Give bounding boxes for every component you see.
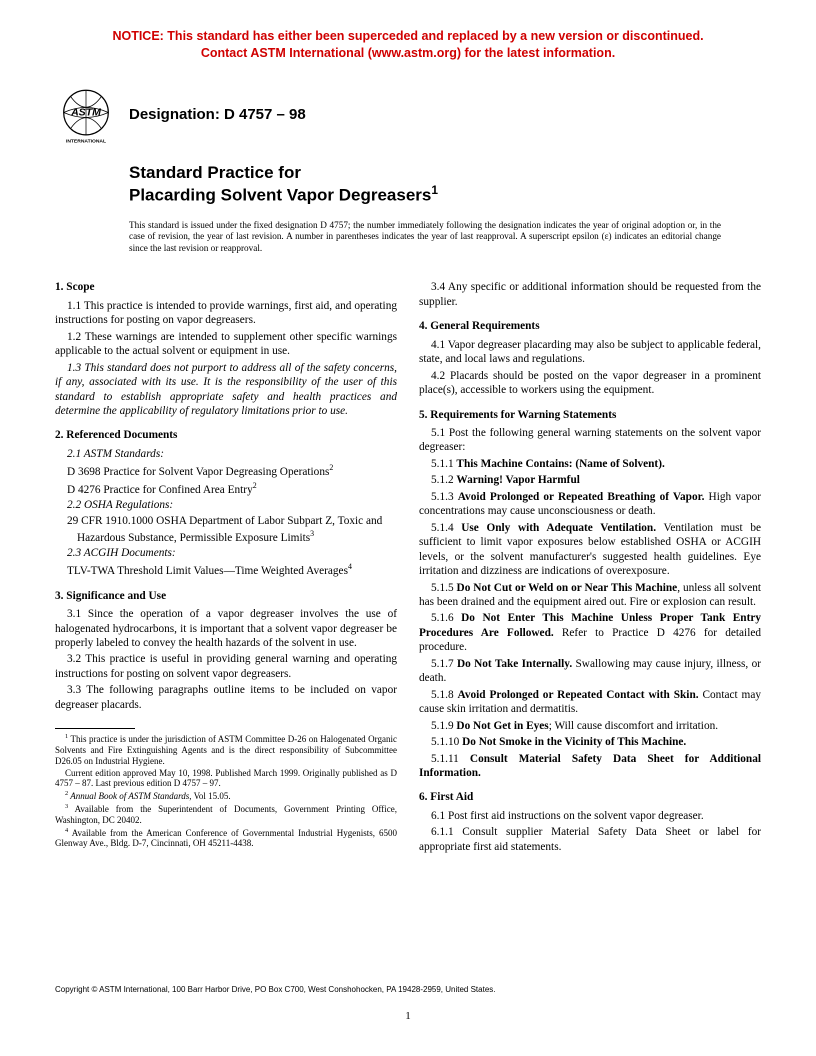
- designation: Designation: D 4757 – 98: [129, 106, 306, 123]
- p-5-1-3: 5.1.3 Avoid Prolonged or Repeated Breath…: [419, 490, 761, 519]
- p-4-2: 4.2 Placards should be posted on the vap…: [419, 369, 761, 398]
- footnote-rule: [55, 728, 135, 729]
- ref-cfr: 29 CFR 1910.1000 OSHA Department of Labo…: [77, 514, 397, 545]
- astm-logo: ASTM INTERNATIONAL: [55, 84, 117, 146]
- title-block: Standard Practice for Placarding Solvent…: [129, 162, 761, 206]
- page-number: 1: [0, 1010, 816, 1022]
- fn1: 1 This practice is under the jurisdictio…: [55, 733, 397, 766]
- h-2-2: 2.2 OSHA Regulations:: [55, 498, 397, 512]
- p-5-1-7: 5.1.7 Do Not Take Internally. Swallowing…: [419, 657, 761, 686]
- p-6-1: 6.1 Post first aid instructions on the s…: [419, 809, 761, 823]
- bold-text: Avoid Prolonged or Repeated Breathing of…: [458, 491, 705, 503]
- sec4-head: 4. General Requirements: [419, 319, 761, 333]
- p-4-1: 4.1 Vapor degreaser placarding may also …: [419, 338, 761, 367]
- bold-text: Warning! Vapor Harmful: [456, 474, 579, 486]
- sec6-head: 6. First Aid: [419, 790, 761, 804]
- title-sup: 1: [431, 183, 438, 197]
- fn-text: Available from the American Conference o…: [55, 828, 397, 849]
- h-2-3: 2.3 ACGIH Documents:: [55, 546, 397, 560]
- bold-text: Do Not Smoke in the Vicinity of This Mac…: [462, 736, 686, 748]
- p-5-1-8: 5.1.8 Avoid Prolonged or Repeated Contac…: [419, 688, 761, 717]
- p-5-1-2: 5.1.2 Warning! Vapor Harmful: [419, 473, 761, 487]
- title-line1: Standard Practice for: [129, 162, 761, 183]
- fn-tail: , Vol 15.05.: [189, 791, 230, 801]
- bold-text: Do Not Cut or Weld on or Near This Machi…: [457, 582, 678, 594]
- fn-text: This practice is under the jurisdiction …: [55, 734, 397, 766]
- ref-sup: 4: [348, 562, 352, 571]
- ref-sup: 2: [253, 481, 257, 490]
- p-5-1-6: 5.1.6 Do Not Enter This Machine Unless P…: [419, 611, 761, 654]
- header: ASTM INTERNATIONAL Designation: D 4757 –…: [55, 84, 761, 146]
- ref-d3698: D 3698 Practice for Solvent Vapor Degrea…: [77, 463, 397, 479]
- title-line2: Placarding Solvent Vapor Degreasers1: [129, 183, 761, 206]
- ref-sup: 3: [310, 529, 314, 538]
- ref-sup: 2: [329, 463, 333, 472]
- bold-text: Avoid Prolonged or Repeated Contact with…: [458, 689, 699, 701]
- ref-tlv: TLV-TWA Threshold Limit Values—Time Weig…: [77, 562, 397, 578]
- p-3-3: 3.3 The following paragraphs outline ite…: [55, 683, 397, 712]
- bold-text: Do Not Take Internally.: [457, 658, 572, 670]
- ref-d4276: D 4276 Practice for Confined Area Entry2: [77, 481, 397, 497]
- sec2-head: 2. Referenced Documents: [55, 428, 397, 442]
- fn4: 4 Available from the American Conference…: [55, 827, 397, 850]
- p-5-1-5: 5.1.5 Do Not Cut or Weld on or Near This…: [419, 581, 761, 610]
- bold-text: Do Not Get in Eyes: [456, 720, 548, 732]
- notice-line1: NOTICE: This standard has either been su…: [112, 29, 703, 43]
- bold-text: Consult Material Safety Data Sheet for A…: [419, 753, 761, 779]
- p-5-1-11: 5.1.11 Consult Material Safety Data Shee…: [419, 752, 761, 781]
- ref-text: 29 CFR 1910.1000 OSHA Department of Labo…: [67, 515, 382, 543]
- p-6-1-1: 6.1.1 Consult supplier Material Safety D…: [419, 825, 761, 854]
- svg-text:ASTM: ASTM: [70, 106, 101, 118]
- bold-text: Use Only with Adequate Ventilation.: [461, 522, 656, 534]
- p-5-1-9: 5.1.9 Do Not Get in Eyes; Will cause dis…: [419, 719, 761, 733]
- ref-text: TLV-TWA Threshold Limit Values—Time Weig…: [67, 565, 348, 577]
- p-3-2: 3.2 This practice is useful in providing…: [55, 652, 397, 681]
- p-1-3: 1.3 This standard does not purport to ad…: [55, 361, 397, 419]
- p-3-1: 3.1 Since the operation of a vapor degre…: [55, 607, 397, 650]
- notice-banner: NOTICE: This standard has either been su…: [55, 28, 761, 62]
- ref-text: D 3698 Practice for Solvent Vapor Degrea…: [67, 466, 329, 478]
- sec5-head: 5. Requirements for Warning Statements: [419, 408, 761, 422]
- fn-text: Annual Book of ASTM Standards: [68, 791, 189, 801]
- body-columns: 1. Scope 1.1 This practice is intended t…: [55, 280, 761, 854]
- p-1-1: 1.1 This practice is intended to provide…: [55, 299, 397, 328]
- bold-text: This Machine Contains: (Name of Solvent)…: [456, 458, 664, 470]
- h-2-1: 2.1 ASTM Standards:: [55, 447, 397, 461]
- tail-text: ; Will cause discomfort and irritation.: [549, 720, 718, 732]
- p-5-1-1: 5.1.1 This Machine Contains: (Name of So…: [419, 457, 761, 471]
- fn-text: Available from the Superintendent of Doc…: [55, 804, 397, 825]
- issuance-note: This standard is issued under the fixed …: [129, 220, 721, 255]
- p-1-2: 1.2 These warnings are intended to suppl…: [55, 330, 397, 359]
- p-5-1: 5.1 Post the following general warning s…: [419, 426, 761, 455]
- svg-text:INTERNATIONAL: INTERNATIONAL: [66, 138, 106, 144]
- fn3: 3 Available from the Superintendent of D…: [55, 803, 397, 826]
- p-3-4: 3.4 Any specific or additional informati…: [419, 280, 761, 309]
- title-text: Placarding Solvent Vapor Degreasers: [129, 186, 431, 205]
- fn1b: Current edition approved May 10, 1998. P…: [55, 768, 397, 790]
- footnote-block: 1 This practice is under the jurisdictio…: [55, 728, 397, 849]
- p-5-1-4: 5.1.4 Use Only with Adequate Ventilation…: [419, 521, 761, 579]
- fn2: 2 Annual Book of ASTM Standards, Vol 15.…: [55, 790, 397, 802]
- sec1-head: 1. Scope: [55, 280, 397, 294]
- sec3-head: 3. Significance and Use: [55, 589, 397, 603]
- notice-line2: Contact ASTM International (www.astm.org…: [201, 46, 615, 60]
- copyright: Copyright © ASTM International, 100 Barr…: [55, 985, 496, 994]
- ref-text: D 4276 Practice for Confined Area Entry: [67, 483, 253, 495]
- p-5-1-10: 5.1.10 Do Not Smoke in the Vicinity of T…: [419, 735, 761, 749]
